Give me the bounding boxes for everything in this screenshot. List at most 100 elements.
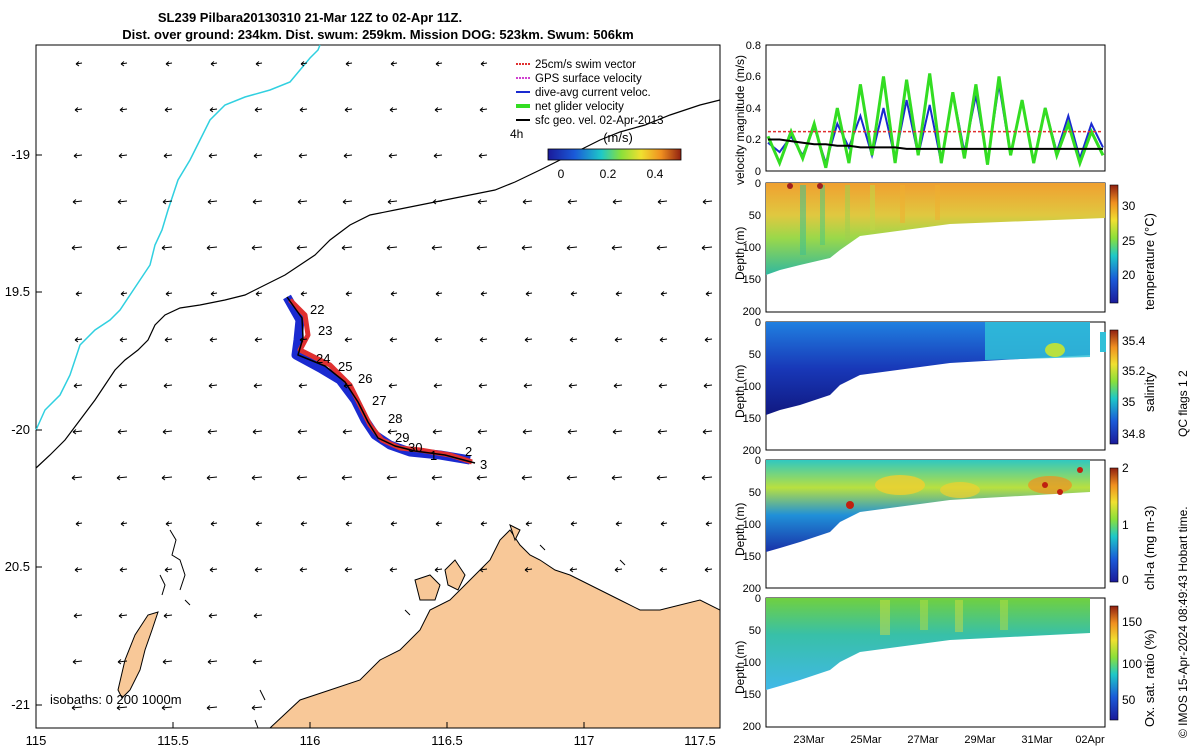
svg-text:150: 150 — [743, 551, 761, 563]
velocity-arrow — [254, 107, 263, 113]
svg-text:20.5: 20.5 — [5, 559, 30, 574]
velocity-arrow — [209, 567, 218, 573]
velocity-arrow — [387, 199, 398, 205]
velocity-arrow — [72, 659, 83, 665]
velocity-arrow — [525, 291, 533, 297]
velocity-arrow — [390, 521, 398, 527]
velocity-series-2 — [768, 138, 1103, 150]
velocity-arrow — [432, 199, 443, 205]
velocity-arrow — [479, 337, 488, 343]
velocity-arrow — [254, 567, 263, 573]
velocity-arrow — [165, 521, 173, 527]
velocity-arrow — [568, 383, 578, 389]
temperature-panel — [765, 182, 1119, 313]
svg-text:116.5: 116.5 — [431, 733, 463, 748]
velocity-arrow — [703, 383, 713, 389]
velocity-arrow — [657, 429, 668, 435]
svg-text:0: 0 — [755, 166, 761, 178]
island-1 — [117, 611, 159, 699]
svg-text:50: 50 — [1122, 693, 1136, 707]
velocity-arrow — [386, 245, 398, 251]
svg-text:115: 115 — [26, 733, 47, 748]
velocity-arrow — [614, 567, 623, 573]
velocity-arrow — [116, 245, 128, 251]
velocity-arrow — [611, 475, 623, 481]
velocity-arrow — [120, 291, 128, 297]
velocity-arrow — [569, 337, 578, 343]
surface-velocity-arrows — [71, 61, 713, 711]
svg-text:200: 200 — [743, 721, 761, 733]
svg-text:25Mar: 25Mar — [850, 734, 882, 746]
chl-depth-ylabel: Depth (m) — [733, 502, 747, 556]
velocity-arrow — [117, 659, 128, 665]
velocity-arrow — [612, 199, 623, 205]
svg-text:GPS surface velocity: GPS surface velocity — [535, 73, 642, 85]
svg-text:(m/s): (m/s) — [603, 130, 633, 145]
figure-subtitle: Dist. over ground: 234km. Dist. swum: 25… — [122, 27, 634, 42]
velocity-arrow — [476, 475, 488, 481]
velocity-arrow — [300, 521, 308, 527]
svg-text:35.4: 35.4 — [1122, 334, 1146, 348]
svg-text:net glider velocity: net glider velocity — [535, 101, 624, 113]
velocity-arrow — [74, 567, 83, 573]
svg-text:117.5: 117.5 — [684, 733, 716, 748]
svg-text:35: 35 — [1122, 395, 1136, 409]
velocity-arrow — [389, 337, 398, 343]
velocity-arrow — [433, 153, 443, 159]
velocity-arrow — [298, 383, 308, 389]
svg-text:0: 0 — [755, 178, 761, 190]
map-panel: 22 23 24 25 26 27 28 29 30 1 2 3 115 115… — [5, 44, 721, 748]
svg-text:200: 200 — [743, 583, 761, 595]
velocity-arrow — [434, 107, 443, 113]
velocity-arrow — [118, 153, 128, 159]
velocity-arrow — [704, 567, 713, 573]
svg-text:dive-avg current veloc.: dive-avg current veloc. — [535, 87, 651, 99]
svg-text:23Mar: 23Mar — [793, 734, 825, 746]
velocity-arrow — [299, 107, 308, 113]
velocity-ylabel: velocity magnitude (m/s) — [733, 54, 747, 185]
svg-text:0.4: 0.4 — [746, 103, 761, 115]
velocity-arrow — [210, 291, 218, 297]
velocity-arrow — [343, 383, 353, 389]
velocity-arrow — [388, 383, 398, 389]
svg-text:0.2: 0.2 — [600, 167, 617, 181]
velocity-arrow — [206, 475, 218, 481]
svg-text:115.5: 115.5 — [157, 733, 189, 748]
velocity-arrow — [614, 337, 623, 343]
velocity-arrow — [658, 383, 668, 389]
velocity-arrow — [521, 245, 533, 251]
velocity-arrow — [161, 705, 173, 711]
imos-timestamp: © IMOS 15-Apr-2024 08:49:43 Hobart time. — [1176, 506, 1190, 738]
velocity-arrow — [255, 61, 263, 67]
velocity-arrow — [162, 199, 173, 205]
velocity-arrow — [389, 107, 398, 113]
velocity-arrow — [570, 521, 578, 527]
svg-text:25cm/s swim vector: 25cm/s swim vector — [535, 59, 636, 71]
salinity-panel — [765, 321, 1119, 451]
svg-text:100: 100 — [743, 519, 761, 531]
svg-text:1: 1 — [1122, 518, 1129, 532]
velocity-arrow — [477, 429, 488, 435]
svg-text:200: 200 — [743, 445, 761, 457]
velocity-arrow — [208, 613, 218, 619]
qc-flags-text: QC flags 1 2 — [1176, 370, 1190, 437]
velocity-arrow — [71, 245, 83, 251]
svg-text:150: 150 — [743, 274, 761, 286]
velocity-arrow — [656, 245, 668, 251]
svg-text:25: 25 — [338, 359, 352, 374]
velocity-arrow — [251, 475, 263, 481]
velocity-arrow — [116, 475, 128, 481]
velocity-arrow — [207, 429, 218, 435]
svg-text:3: 3 — [480, 457, 487, 472]
velocity-arrow — [570, 291, 578, 297]
velocity-arrow — [479, 107, 488, 113]
velocity-arrow — [522, 429, 533, 435]
svg-text:27Mar: 27Mar — [907, 734, 939, 746]
svg-text:31Mar: 31Mar — [1021, 734, 1053, 746]
svg-text:-20: -20 — [11, 422, 30, 437]
svg-text:19.5: 19.5 — [5, 284, 30, 299]
velocity-arrow — [660, 521, 668, 527]
colorbar-ticks: 30 25 20 35.4 35.2 35 34.8 2 1 0 150 100… — [1122, 199, 1146, 707]
velocity-arrow — [299, 567, 308, 573]
velocity-arrow — [71, 475, 83, 481]
